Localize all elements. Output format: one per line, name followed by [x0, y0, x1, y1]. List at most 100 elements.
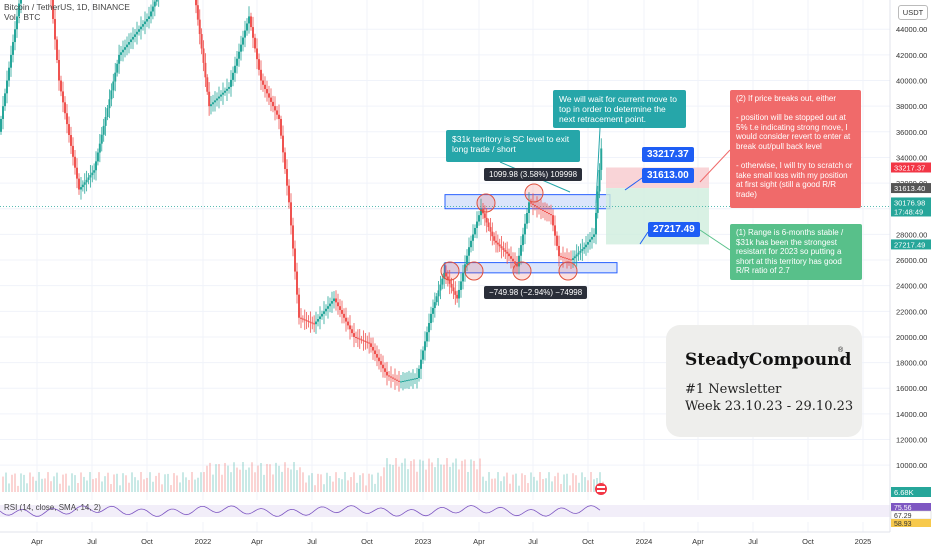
- candle-body: [514, 261, 516, 264]
- candle-body: [228, 86, 230, 89]
- candle-body: [394, 378, 396, 380]
- candle-body: [388, 375, 390, 377]
- volume-bar: [377, 472, 379, 492]
- candle-body: [248, 16, 250, 24]
- volume-bar: [266, 463, 268, 492]
- price-axis-background: [890, 0, 932, 550]
- volume-bar: [458, 469, 460, 492]
- note-wait[interactable]: We will wait for current move to top in …: [553, 90, 686, 128]
- candle-body: [254, 37, 256, 49]
- candle-body: [85, 179, 88, 183]
- candle-body: [2, 106, 4, 119]
- volume-bar: [158, 472, 160, 492]
- flag-icon-stripe: [597, 486, 605, 488]
- candle-body: [404, 380, 406, 382]
- candle-body: [120, 52, 122, 55]
- volume-bar: [335, 472, 337, 492]
- time-tick-label: Jul: [87, 537, 97, 546]
- candle-body: [524, 223, 526, 235]
- volume-bar: [557, 472, 559, 492]
- note-breakout[interactable]: (2) If price breaks out, either - positi…: [730, 90, 861, 208]
- volume-bar: [152, 481, 154, 492]
- candle-body: [500, 246, 503, 249]
- volume-bar: [539, 472, 541, 492]
- candle-body: [418, 368, 420, 378]
- volume-bar: [323, 484, 325, 492]
- volume-bar: [56, 472, 58, 492]
- candle-body: [566, 258, 568, 260]
- candle-body: [202, 48, 205, 63]
- candle-body: [106, 108, 109, 118]
- tag-target[interactable]: 33217.37: [642, 147, 694, 162]
- note-range[interactable]: (1) Range is 6-months stable / $31k has …: [730, 224, 862, 280]
- candle-body: [307, 320, 310, 322]
- touch-circle: [512, 261, 532, 281]
- volume-bar: [221, 474, 223, 492]
- candle-body: [296, 271, 298, 295]
- volume-bar: [374, 483, 376, 492]
- measure-top-label: 1099.98 (3.58%) 109998: [484, 168, 583, 181]
- volume-bar: [410, 461, 412, 492]
- volume-bar: [233, 462, 235, 492]
- candle-body: [341, 310, 343, 314]
- note-31k[interactable]: $31k territory is SC level to exit long …: [446, 130, 580, 162]
- volume-bar: [191, 472, 193, 492]
- volume-bar: [215, 464, 217, 492]
- volume-bar: [287, 467, 289, 492]
- candle-body: [222, 92, 224, 95]
- volume-bar: [185, 477, 187, 492]
- candle-body: [410, 379, 412, 381]
- candle-body: [485, 217, 488, 223]
- candle-body: [420, 359, 422, 369]
- volume-bar: [479, 458, 481, 492]
- currency-button[interactable]: USDT: [898, 5, 928, 20]
- candle-body: [198, 19, 201, 35]
- candle-body: [220, 94, 222, 97]
- tag-entry[interactable]: 31613.00: [642, 168, 694, 183]
- volume-bar: [65, 473, 67, 492]
- candle-body: [138, 29, 140, 32]
- tag-stop[interactable]: 27217.49: [648, 222, 700, 237]
- volume-bar: [77, 483, 79, 492]
- volume-bar: [2, 476, 4, 492]
- candle-body: [329, 303, 331, 307]
- volume-bar: [575, 475, 577, 492]
- volume-bar: [446, 458, 448, 492]
- candle-body: [208, 91, 211, 107]
- candle-body: [150, 11, 152, 17]
- candle-body: [396, 379, 398, 381]
- candle-body: [87, 177, 90, 180]
- candle-body: [595, 212, 597, 235]
- candle-body: [376, 354, 378, 358]
- volume-bar: [452, 462, 454, 492]
- candle-body: [52, 0, 54, 19]
- candle-body: [577, 252, 580, 255]
- time-tick-label: Apr: [31, 537, 43, 546]
- volume-bar: [140, 472, 142, 492]
- time-axis[interactable]: Apr Jul Oct 2022 Apr Jul Oct 2023 Apr Jul Oct 2024 A…: [31, 537, 871, 546]
- candle-body: [278, 114, 280, 119]
- candle-body: [95, 161, 97, 171]
- candle-body: [153, 1, 156, 7]
- touch-circle: [476, 193, 496, 213]
- touch-circle: [440, 261, 460, 281]
- candle-body: [560, 256, 562, 258]
- rsi-band: [0, 505, 890, 517]
- volume-bar: [314, 485, 316, 492]
- candle-body: [441, 278, 444, 285]
- price-axis[interactable]: 44000.00 42000.00 40000.00 38000.00 36000.00…: [890, 25, 932, 528]
- price-axis-tag: [891, 183, 931, 194]
- volume-bar: [86, 480, 88, 492]
- volume-bar: [104, 476, 106, 492]
- candle-body: [91, 172, 94, 176]
- candle-body: [390, 376, 392, 378]
- volume-bar: [290, 469, 292, 492]
- connector-entry: [624, 177, 643, 191]
- grid-lines: [0, 0, 890, 532]
- candle-body: [581, 249, 584, 251]
- price-tick-label: 24000.00: [896, 282, 927, 291]
- candle-body: [76, 167, 78, 179]
- candle-body: [70, 135, 72, 146]
- candle-body: [546, 211, 548, 214]
- volume-bar: [347, 480, 349, 492]
